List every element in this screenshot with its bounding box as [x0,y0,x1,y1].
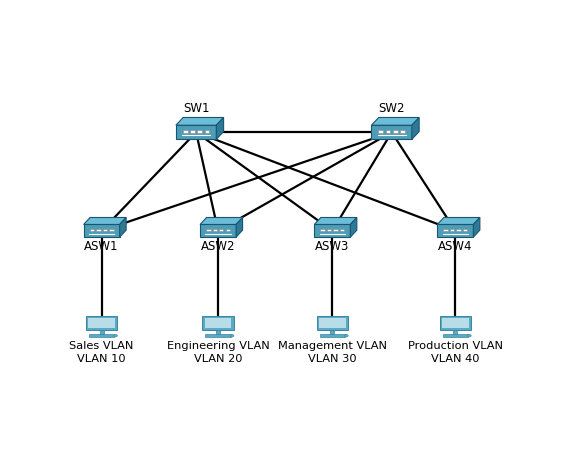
Bar [100,330,104,334]
Polygon shape [314,218,357,224]
Bar [89,334,115,337]
Text: ASW1: ASW1 [84,240,119,253]
Polygon shape [83,218,126,224]
Bar [96,229,100,231]
Bar [226,229,230,231]
Polygon shape [371,125,412,139]
Text: SW2: SW2 [378,101,405,115]
Polygon shape [176,117,223,125]
Bar [331,330,334,334]
Bar [206,229,210,231]
Text: Sales VLAN
VLAN 10: Sales VLAN VLAN 10 [69,340,134,364]
Bar [443,229,448,231]
Bar [327,229,331,231]
Bar [333,229,338,231]
Bar [463,229,467,231]
Bar [205,334,231,337]
Polygon shape [350,218,357,237]
Bar [340,229,344,231]
Bar [103,229,107,231]
Text: Production VLAN
VLAN 40: Production VLAN VLAN 40 [408,340,503,364]
Polygon shape [437,218,480,224]
Text: Management VLAN
VLAN 30: Management VLAN VLAN 30 [278,340,387,364]
Bar [320,334,345,337]
Polygon shape [200,224,236,237]
Ellipse shape [467,335,471,337]
Text: Engineering VLAN
VLAN 20: Engineering VLAN VLAN 20 [167,340,269,364]
Bar [386,130,391,133]
Bar [213,229,217,231]
Bar [205,130,209,133]
Bar [197,130,202,133]
Bar [319,318,346,328]
Polygon shape [473,218,480,237]
Ellipse shape [113,335,117,337]
Bar [190,130,195,133]
Polygon shape [217,117,223,139]
Bar [320,229,325,231]
Text: ASW2: ASW2 [201,240,235,253]
Text: ASW4: ASW4 [438,240,473,253]
Ellipse shape [230,335,234,337]
Bar [216,330,220,334]
Bar [439,316,471,330]
Bar [316,316,348,330]
Bar [400,130,405,133]
Bar [90,229,94,231]
Bar [393,130,397,133]
Polygon shape [236,218,243,237]
Polygon shape [83,224,120,237]
Text: SW1: SW1 [183,101,209,115]
Bar [454,330,457,334]
Polygon shape [176,125,217,139]
Ellipse shape [344,335,348,337]
Bar [456,229,461,231]
Bar [442,318,469,328]
Bar [88,318,115,328]
Bar [450,229,454,231]
Polygon shape [200,218,243,224]
Text: ASW3: ASW3 [315,240,349,253]
Bar [219,229,223,231]
Bar [183,130,188,133]
Bar [109,229,113,231]
Bar [202,316,234,330]
Polygon shape [437,224,473,237]
Bar [205,318,231,328]
Polygon shape [120,218,126,237]
Bar [443,334,468,337]
Bar [378,130,383,133]
Bar [86,316,117,330]
Polygon shape [371,117,419,125]
Polygon shape [314,224,350,237]
Polygon shape [412,117,419,139]
